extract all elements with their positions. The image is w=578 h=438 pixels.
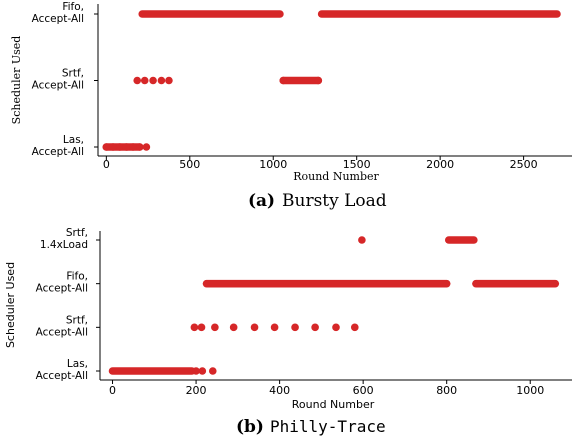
data-point	[157, 76, 166, 85]
x-tick-label: 1000	[516, 384, 544, 397]
data-point	[140, 76, 149, 85]
data-point	[279, 76, 288, 85]
data-point	[115, 143, 124, 151]
y-category-label: Srtf, Accept-All	[36, 314, 88, 338]
y-category-label: Las, Accept-All	[32, 134, 84, 158]
data-point	[270, 323, 279, 332]
y-category-label: Srtf, 1.4xLoad	[40, 227, 88, 251]
y-category-label: Las, Accept-All	[36, 358, 88, 382]
data-point	[190, 323, 199, 332]
data-point	[198, 367, 207, 375]
x-tick-label: 1500	[343, 158, 371, 171]
x-axis-title: Round Number	[293, 170, 379, 183]
data-point	[133, 76, 142, 85]
y-category-label: Srtf, Accept-All	[32, 68, 84, 92]
data-point	[211, 323, 219, 332]
data-point	[149, 76, 157, 85]
data-point	[311, 323, 319, 332]
data-point	[192, 367, 200, 375]
x-tick-label: 1000	[259, 158, 287, 171]
data-point	[135, 143, 144, 151]
data-point	[229, 323, 238, 332]
data-point	[165, 76, 173, 85]
data-point	[350, 323, 359, 332]
data-point	[102, 143, 111, 151]
data-point	[129, 143, 137, 151]
data-point	[122, 143, 131, 151]
caption-text: Philly-Trace	[270, 417, 386, 436]
data-point	[332, 323, 340, 332]
caption-label: (b)	[236, 417, 264, 437]
y-axis-title: Scheduler Used	[4, 262, 17, 348]
data-point	[314, 76, 323, 85]
data-point	[250, 323, 259, 332]
y-category-label: Fifo, Accept-All	[36, 271, 88, 295]
data-point	[197, 323, 206, 332]
x-tick-label: 2500	[510, 158, 538, 171]
data-point	[208, 367, 217, 375]
x-tick-label: 200	[186, 384, 207, 397]
x-tick-label: 0	[109, 384, 116, 397]
data-point	[358, 236, 366, 244]
x-tick-label: 400	[269, 384, 290, 397]
x-tick-label: 600	[353, 384, 374, 397]
x-tick-label: 500	[179, 158, 200, 171]
x-tick-label: 2000	[426, 158, 454, 171]
x-tick-label: 0	[103, 158, 110, 171]
data-point	[291, 323, 299, 332]
data-point	[109, 143, 117, 151]
x-axis-title: Round Number	[292, 398, 375, 411]
caption-text: Bursty Load	[282, 191, 387, 211]
caption-label: (a)	[248, 191, 275, 211]
y-category-label: Fifo, Accept-All	[32, 1, 84, 25]
y-axis-title: Scheduler Used	[10, 36, 23, 125]
chart-philly-trace: Scheduler Used Round Number (b) Philly-T…	[4, 227, 572, 437]
chart-bursty-load: Scheduler Used Round Number (a) Bursty L…	[10, 1, 572, 211]
data-point	[142, 143, 151, 151]
x-tick-label: 800	[436, 384, 457, 397]
